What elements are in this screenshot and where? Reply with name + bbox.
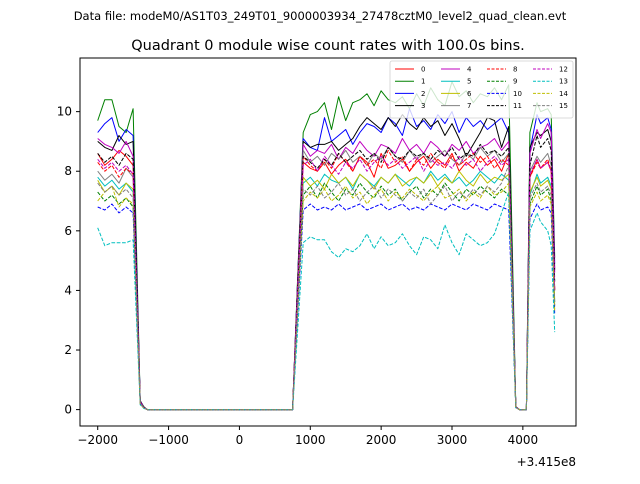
legend-label-12: 12 xyxy=(559,66,568,74)
legend-label-4: 4 xyxy=(467,66,472,74)
x-tick-label: 0 xyxy=(236,433,244,447)
series-line-5 xyxy=(97,170,556,411)
legend-label-5: 5 xyxy=(467,78,471,86)
legend-label-10: 10 xyxy=(513,90,522,98)
legend-label-2: 2 xyxy=(421,90,425,98)
legend-label-9: 9 xyxy=(513,78,517,86)
x-tick-label: 4000 xyxy=(508,433,539,447)
legend-label-8: 8 xyxy=(513,66,517,74)
series-line-14 xyxy=(97,182,556,411)
legend-label-0: 0 xyxy=(421,66,425,74)
x-tick-label: −2000 xyxy=(77,433,118,447)
series-line-2 xyxy=(97,108,556,411)
legend-label-14: 14 xyxy=(559,90,568,98)
y-tick-label: 0 xyxy=(64,403,72,417)
y-tick-label: 8 xyxy=(64,164,72,178)
series-line-13 xyxy=(97,191,556,411)
legend-label-7: 7 xyxy=(467,102,471,110)
x-axis: −2000 −1000 0 1000 2000 3000 4000 xyxy=(77,426,538,447)
series-line-11 xyxy=(97,135,556,411)
figure-suptitle: Data file: modeM0/AS1T03_249T01_90000039… xyxy=(74,9,567,23)
legend-label-11: 11 xyxy=(513,102,522,110)
series-line-8 xyxy=(97,149,556,411)
chart-title: Quadrant 0 module wise count rates with … xyxy=(131,38,525,54)
series-line-10 xyxy=(97,203,556,411)
y-tick-label: 6 xyxy=(64,224,72,238)
x-tick-label: 1000 xyxy=(295,433,326,447)
legend-label-15: 15 xyxy=(559,102,568,110)
y-tick-label: 2 xyxy=(64,343,72,357)
x-tick-label: −1000 xyxy=(148,433,189,447)
series-line-12 xyxy=(97,155,556,411)
x-tick-label: 2000 xyxy=(366,433,397,447)
series-layer xyxy=(97,81,556,411)
series-line-15 xyxy=(97,164,556,411)
legend-label-13: 13 xyxy=(559,78,568,86)
y-axis: 0 2 4 6 8 10 xyxy=(57,105,80,417)
legend-label-1: 1 xyxy=(421,78,425,86)
series-line-6 xyxy=(97,170,556,411)
series-line-9 xyxy=(97,182,556,411)
series-line-1 xyxy=(97,81,556,411)
legend-box xyxy=(389,60,574,119)
series-line-7 xyxy=(97,146,556,411)
series-line-4 xyxy=(97,123,556,411)
x-tick-label: 3000 xyxy=(437,433,468,447)
y-tick-label: 10 xyxy=(57,105,72,119)
legend-label-3: 3 xyxy=(421,102,425,110)
y-tick-label: 4 xyxy=(64,283,72,297)
plot-frame xyxy=(79,57,577,427)
legend-label-6: 6 xyxy=(467,90,472,98)
x-axis-offset-label: +3.415e8 xyxy=(517,455,576,469)
series-line-0 xyxy=(97,149,556,411)
